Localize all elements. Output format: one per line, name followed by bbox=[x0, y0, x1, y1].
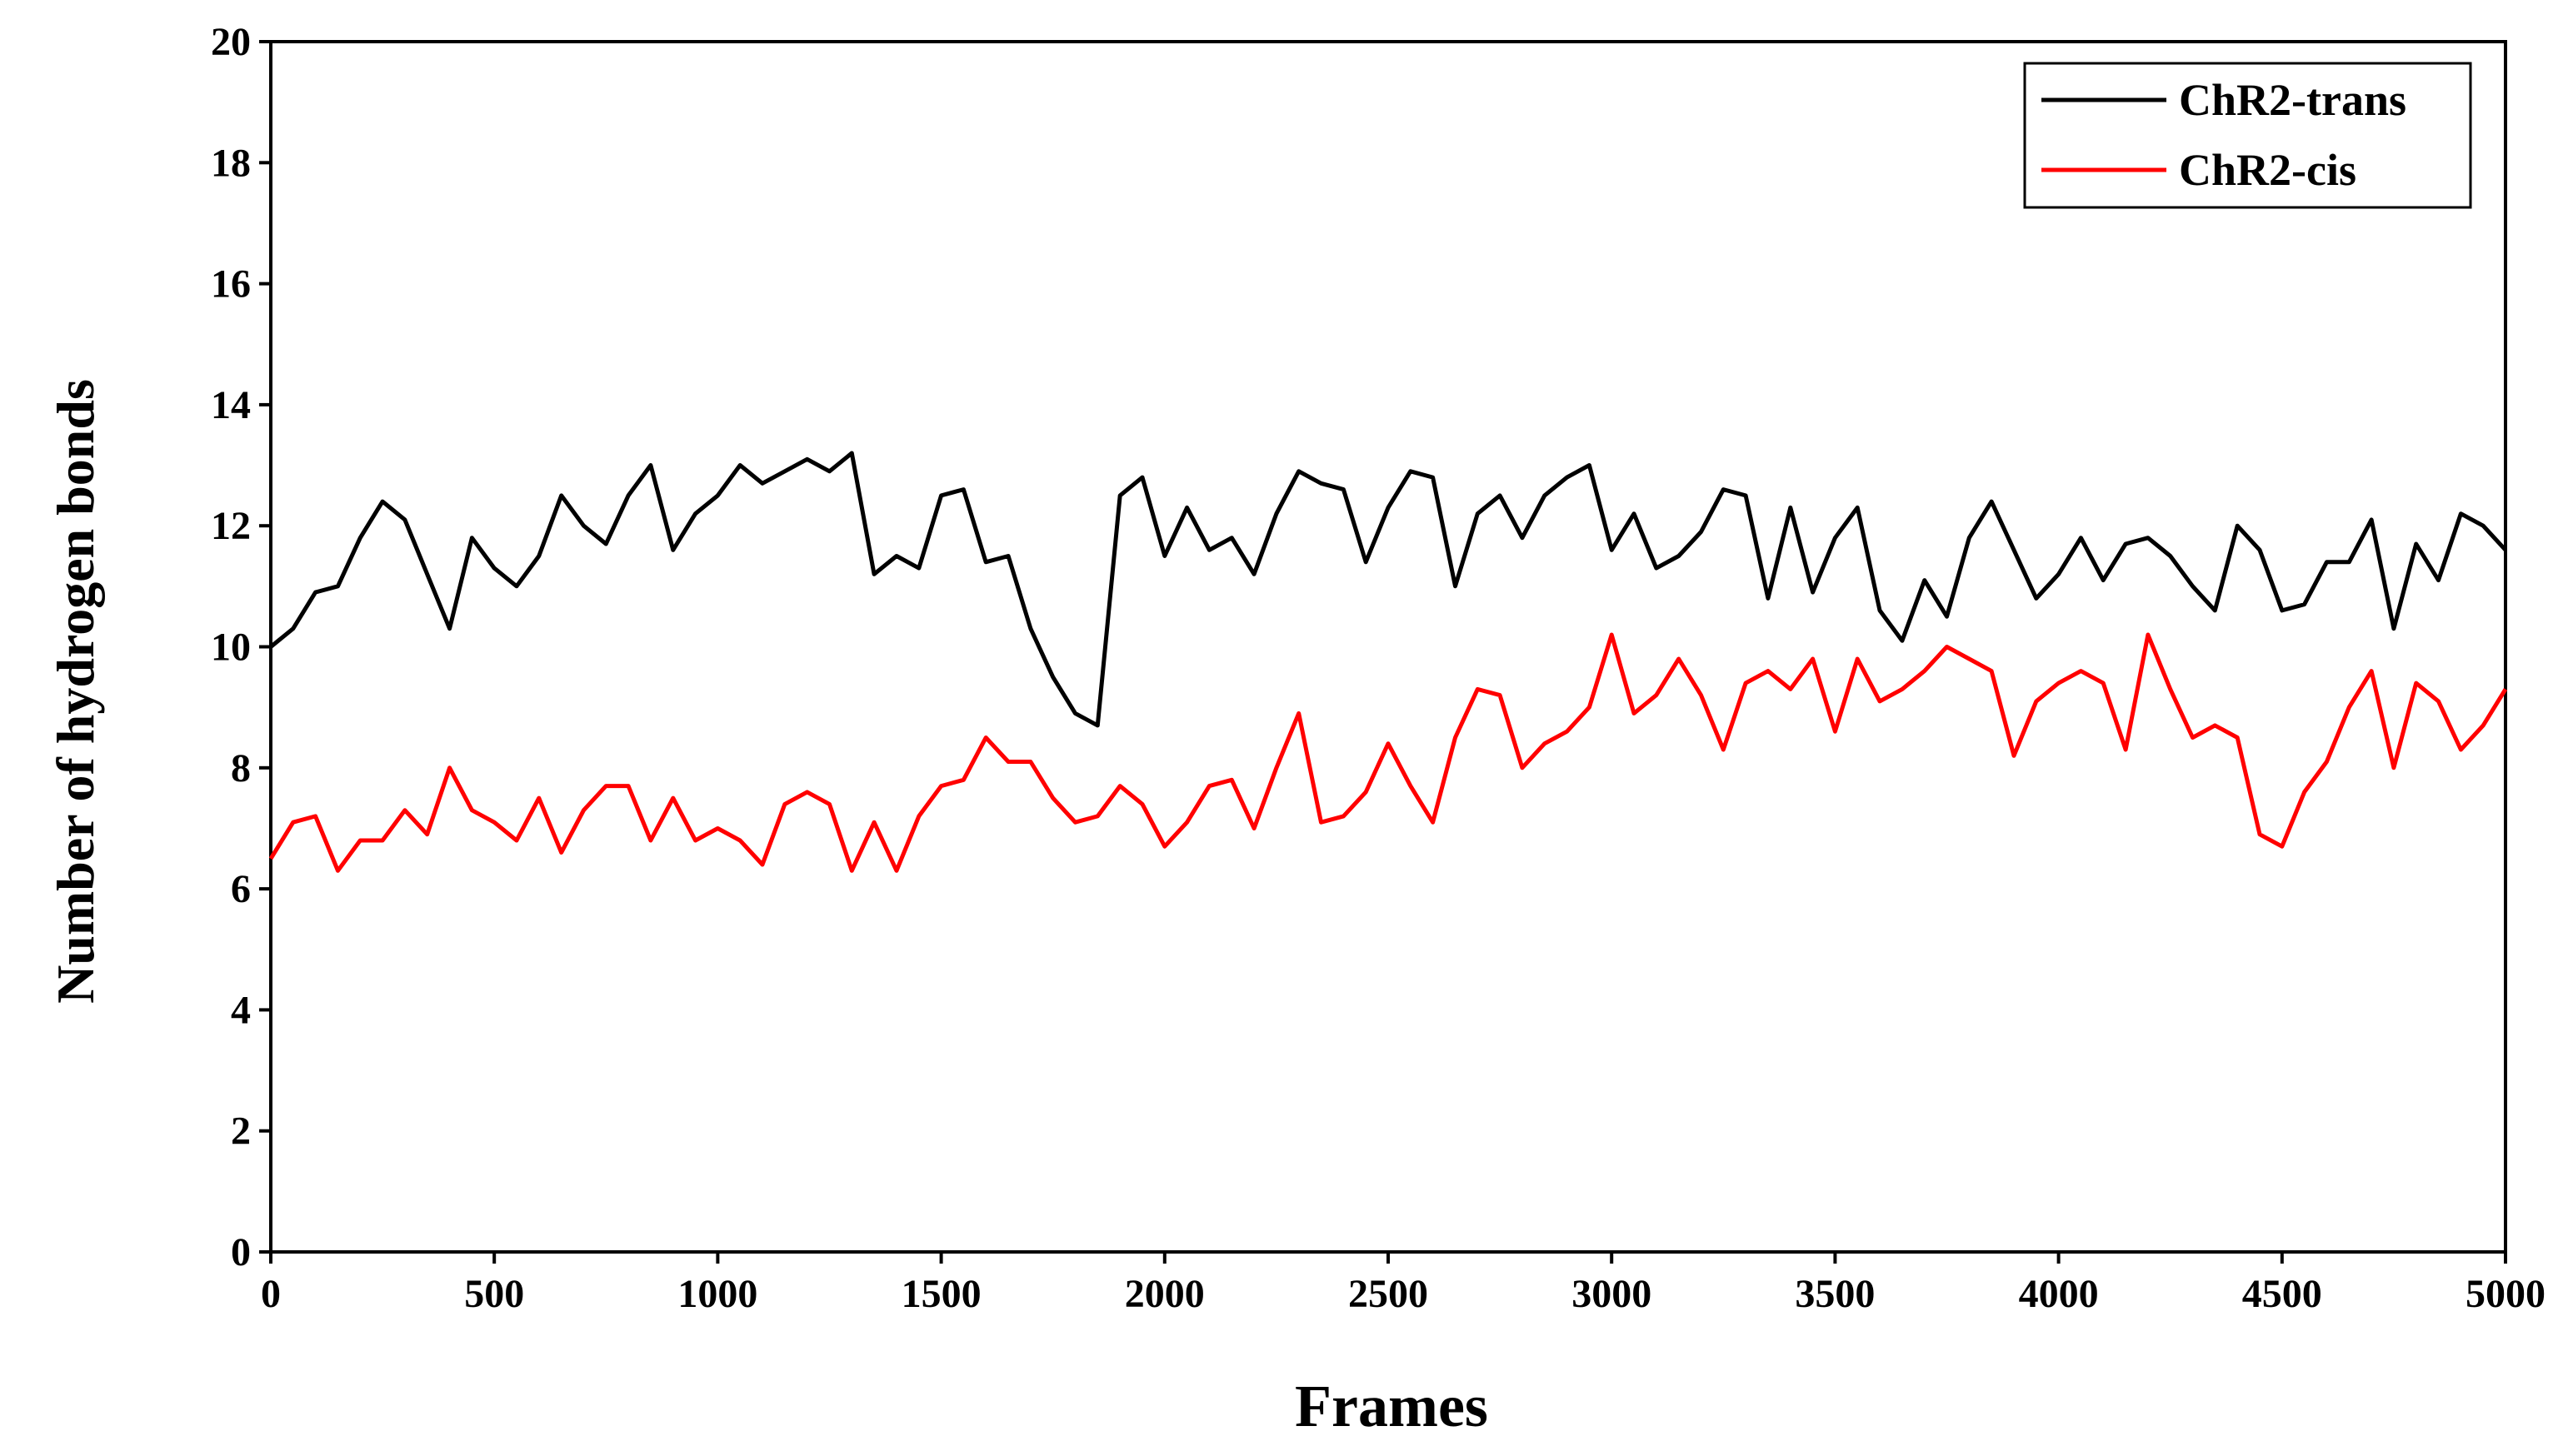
series-line bbox=[269, 451, 2507, 728]
x-tick-label: 2000 bbox=[1125, 1272, 1205, 1316]
y-tick-label: 20 bbox=[211, 20, 251, 64]
x-tick-label: 0 bbox=[261, 1272, 281, 1316]
x-tick-label: 3500 bbox=[1795, 1272, 1875, 1316]
y-tick-label: 10 bbox=[211, 626, 251, 670]
x-tick-label: 3000 bbox=[1571, 1272, 1651, 1316]
x-axis-label: Frames bbox=[1295, 1373, 1488, 1439]
y-tick-label: 18 bbox=[211, 141, 251, 185]
y-tick-label: 14 bbox=[211, 383, 251, 427]
x-tick-label: 2500 bbox=[1348, 1272, 1428, 1316]
y-axis-label: Number of hydrogen bonds bbox=[46, 379, 105, 1004]
x-tick-label: 1000 bbox=[677, 1272, 757, 1316]
legend-label: ChR2-trans bbox=[2179, 75, 2406, 125]
legend-box bbox=[2023, 62, 2472, 209]
y-tick-label: 0 bbox=[231, 1230, 251, 1274]
x-tick-label: 1500 bbox=[902, 1272, 982, 1316]
x-tick-label: 500 bbox=[464, 1272, 524, 1316]
y-tick-label: 8 bbox=[231, 746, 251, 790]
y-tick-label: 4 bbox=[231, 988, 251, 1032]
y-tick-label: 2 bbox=[231, 1109, 251, 1154]
x-tick-label: 4500 bbox=[2242, 1272, 2322, 1316]
x-tick-label: 4000 bbox=[2019, 1272, 2099, 1316]
y-tick-label: 6 bbox=[231, 867, 251, 911]
x-tick-label: 5000 bbox=[2466, 1272, 2546, 1316]
legend-label: ChR2-cis bbox=[2179, 145, 2356, 195]
y-tick-label: 16 bbox=[211, 262, 251, 307]
y-tick-label: 12 bbox=[211, 504, 251, 548]
series-line bbox=[268, 632, 2508, 873]
plot-frame bbox=[269, 40, 2507, 1254]
